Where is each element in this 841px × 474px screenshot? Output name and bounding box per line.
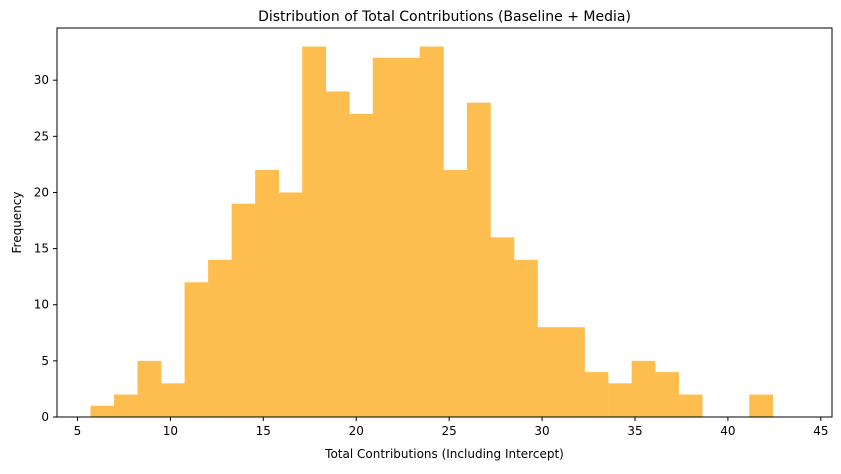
y-tick-label: 15	[34, 242, 49, 256]
plot-frame	[56, 27, 833, 418]
histogram-bar	[608, 383, 632, 417]
y-axis-label: Frequency	[10, 192, 24, 254]
x-tick-label: 40	[720, 424, 735, 438]
x-axis-label: Total Contributions (Including Intercept…	[324, 447, 564, 461]
histogram-bar	[255, 170, 279, 417]
histogram-bar	[231, 203, 256, 417]
histogram-bar	[584, 372, 609, 417]
bars-group	[90, 46, 774, 418]
x-tick-label: 15	[256, 424, 271, 438]
histogram-bar	[396, 57, 421, 417]
histogram-bar	[372, 57, 397, 417]
histogram-bar	[490, 237, 515, 417]
histogram-bar	[302, 46, 327, 418]
histogram-bar	[208, 259, 232, 417]
histogram-bar	[325, 91, 350, 417]
y-tick-label: 5	[41, 354, 49, 368]
histogram-bar	[278, 192, 303, 417]
x-tick-label: 25	[442, 424, 457, 438]
x-tick-label: 45	[813, 424, 828, 438]
histogram-bar	[419, 46, 444, 418]
histogram-bar	[749, 394, 774, 417]
x-tick-label: 35	[627, 424, 642, 438]
histogram-bar	[113, 394, 138, 417]
histogram-bar	[631, 360, 656, 417]
y-tick-label: 0	[41, 410, 49, 424]
histogram-bar	[537, 327, 562, 417]
histogram-bar	[161, 383, 185, 417]
histogram-bar	[349, 113, 374, 417]
histogram-bar	[466, 102, 491, 418]
histogram-bar	[137, 360, 162, 417]
histogram-bar	[561, 327, 585, 417]
histogram-bar	[678, 394, 703, 417]
y-tick-label: 25	[34, 129, 49, 143]
x-tick-label: 30	[534, 424, 549, 438]
y-tick-label: 10	[34, 298, 49, 312]
histogram-bar	[443, 170, 468, 417]
x-tick-label: 20	[349, 424, 364, 438]
x-axis-ticks: 5 10 15 20 25 30 35 40 45	[74, 417, 828, 438]
y-tick-label: 30	[34, 73, 49, 87]
histogram-bar	[655, 372, 679, 417]
y-tick-label: 20	[34, 185, 49, 199]
y-axis-ticks: 0 5 10 15 20 25 30	[34, 73, 57, 424]
histogram-bar	[90, 405, 115, 417]
x-tick-label: 5	[74, 424, 82, 438]
chart-title: Distribution of Total Contributions (Bas…	[258, 9, 631, 25]
x-tick-label: 10	[163, 424, 178, 438]
histogram-bar	[184, 282, 209, 417]
histogram-bar	[513, 259, 538, 417]
